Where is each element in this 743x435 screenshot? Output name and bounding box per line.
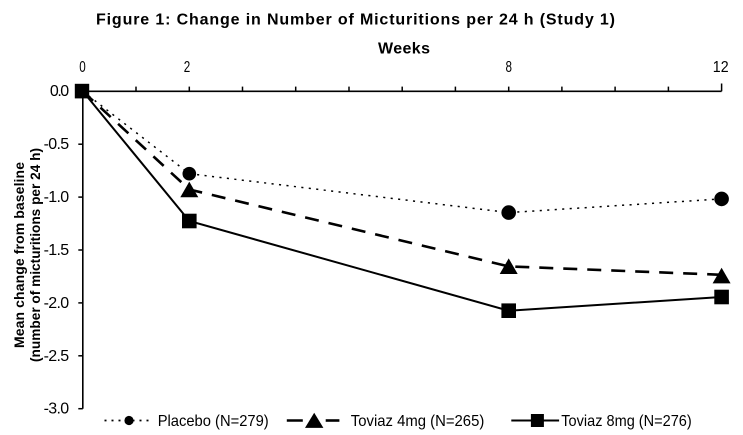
svg-text:-0.5: -0.5	[44, 136, 70, 153]
svg-text:8: 8	[506, 59, 513, 76]
svg-text:-2.5: -2.5	[44, 348, 70, 365]
svg-text:Toviaz 4mg (N=265): Toviaz 4mg (N=265)	[351, 413, 485, 430]
svg-text:0.0: 0.0	[50, 83, 69, 100]
svg-text:Weeks: Weeks	[378, 40, 430, 57]
svg-text:Figure 1: Change in Number of: Figure 1: Change in Number of Micturitio…	[96, 12, 615, 29]
svg-text:12: 12	[713, 59, 729, 76]
svg-text:Placebo (N=279): Placebo (N=279)	[158, 413, 269, 430]
svg-text:0: 0	[79, 59, 86, 76]
svg-text:2: 2	[184, 59, 191, 76]
svg-text:-1.5: -1.5	[44, 242, 70, 259]
svg-text:-3.0: -3.0	[44, 401, 70, 418]
svg-text:(number of micturitions per 24: (number of micturitions per 24 h)	[27, 148, 43, 362]
svg-text:-1.0: -1.0	[44, 189, 70, 206]
svg-text:Toviaz 8mg (N=276): Toviaz 8mg (N=276)	[561, 413, 691, 430]
svg-text:-2.0: -2.0	[44, 295, 70, 312]
svg-text:Mean change from baseline: Mean change from baseline	[11, 162, 27, 348]
